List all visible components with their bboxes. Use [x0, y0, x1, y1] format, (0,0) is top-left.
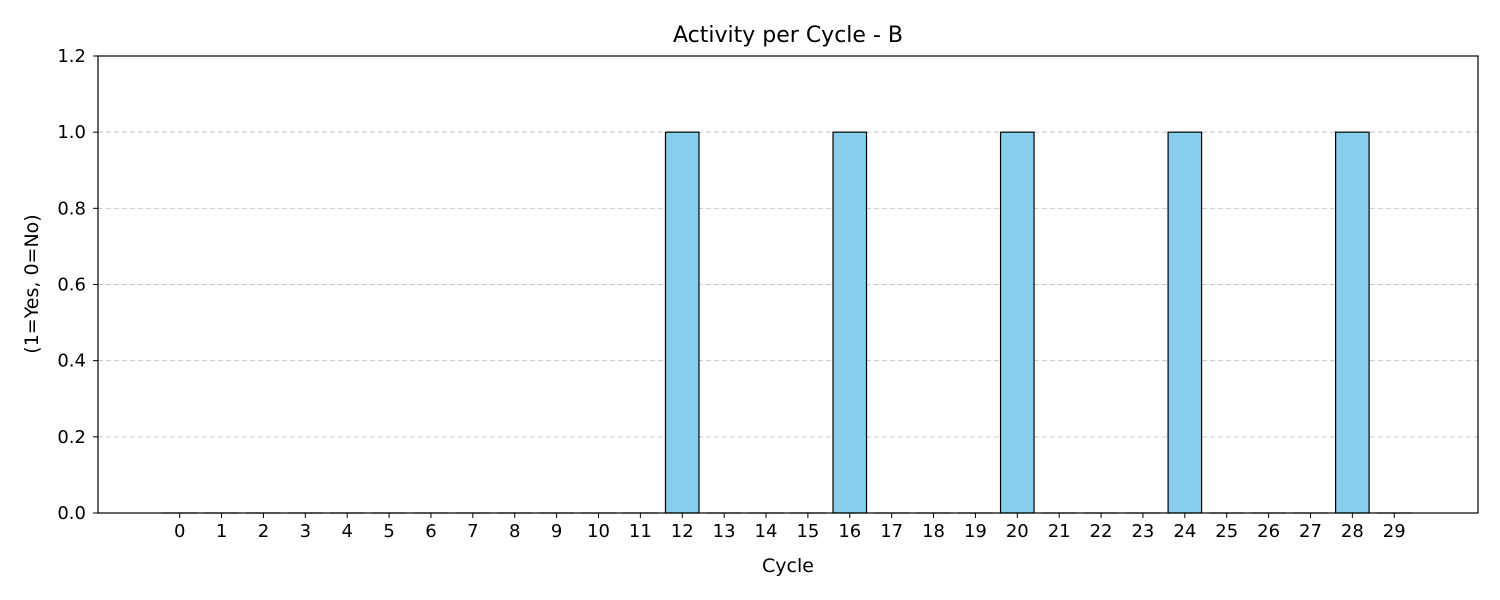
y-axis-ticks: 0.0 0.2 0.4 0.6 0.8 1.0 1.2	[57, 46, 98, 524]
x-tick-label: 8	[509, 521, 520, 542]
y-tick-label: 0.0	[57, 503, 86, 524]
x-tick-label: 21	[1048, 521, 1071, 542]
x-tick-label: 11	[629, 521, 652, 542]
y-tick-label: 0.8	[57, 198, 86, 219]
x-tick-label: 2	[258, 521, 269, 542]
x-tick-label: 28	[1341, 521, 1364, 542]
x-tick-label: 13	[713, 521, 736, 542]
x-tick-label: 15	[796, 521, 819, 542]
x-tick-label: 9	[551, 521, 562, 542]
x-tick-label: 24	[1173, 521, 1196, 542]
chart-title: Activity per Cycle - B	[673, 23, 903, 48]
y-tick-label: 1.2	[57, 46, 86, 67]
x-tick-label: 12	[671, 521, 694, 542]
bar-cycle-12	[664, 131, 700, 514]
x-tick-label: 7	[467, 521, 478, 542]
y-tick-label: 1.0	[57, 122, 86, 143]
grid-lines	[98, 131, 1478, 438]
x-axis-ticks: 0 1 2 3 4 5 6 7 8 9 10 11 12 13 14 15 16 17 18 19 20 21 22 23 24…	[174, 513, 1406, 542]
x-tick-label: 23	[1131, 521, 1154, 542]
x-tick-label: 10	[587, 521, 610, 542]
y-tick-label: 0.6	[57, 275, 86, 296]
x-tick-label: 6	[425, 521, 436, 542]
bar-cycle-24	[1167, 131, 1203, 514]
bars	[162, 131, 1412, 514]
x-tick-label: 19	[964, 521, 987, 542]
bar-cycle-20	[999, 131, 1035, 514]
y-tick-label: 0.2	[57, 427, 86, 448]
x-tick-label: 18	[922, 521, 945, 542]
x-tick-label: 3	[300, 521, 311, 542]
x-tick-label: 29	[1383, 521, 1406, 542]
x-tick-label: 22	[1090, 521, 1113, 542]
bar-cycle-16	[832, 131, 868, 514]
bar-cycle-28	[1335, 131, 1370, 514]
x-tick-label: 25	[1215, 521, 1238, 542]
x-tick-label: 26	[1257, 521, 1280, 542]
x-tick-label: 27	[1299, 521, 1322, 542]
x-tick-label: 1	[216, 521, 227, 542]
y-tick-label: 0.4	[57, 351, 86, 372]
x-tick-label: 17	[880, 521, 903, 542]
x-tick-label: 14	[755, 521, 778, 542]
x-tick-label: 4	[341, 521, 352, 542]
x-axis-label: Cycle	[762, 555, 814, 577]
x-tick-label: 20	[1006, 521, 1029, 542]
x-tick-label: 5	[383, 521, 394, 542]
x-tick-label: 0	[174, 521, 185, 542]
x-tick-label: 16	[838, 521, 861, 542]
y-axis-label: (1=Yes, 0=No)	[21, 214, 43, 353]
